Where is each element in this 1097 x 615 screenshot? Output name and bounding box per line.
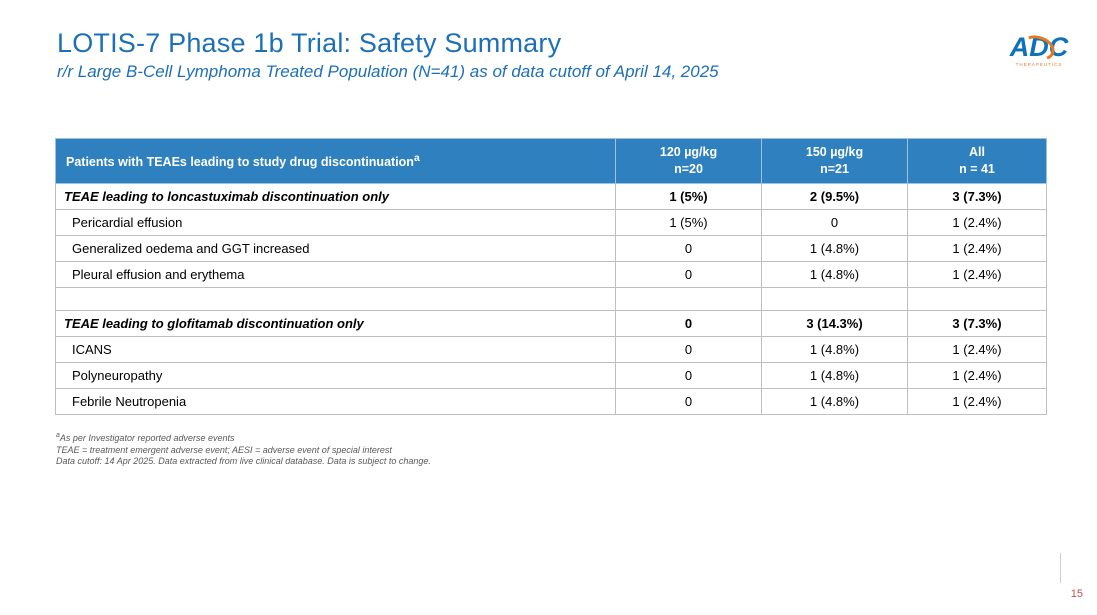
adc-logo-tagline: THERAPEUTICS [1015, 62, 1063, 67]
table-row: ICANS 0 1 (4.8%) 1 (2.4%) [55, 336, 1047, 363]
adc-logo-text: ADC [1003, 31, 1075, 65]
footer-divider [1060, 553, 1061, 583]
table-row: Febrile Neutropenia 0 1 (4.8%) 1 (2.4%) [55, 388, 1047, 415]
table-row: Generalized oedema and GGT increased 0 1… [55, 235, 1047, 262]
table-row: Pleural effusion and erythema 0 1 (4.8%)… [55, 261, 1047, 288]
table-row: Pericardial effusion 1 (5%) 0 1 (2.4%) [55, 209, 1047, 236]
slide-subtitle: r/r Large B-Cell Lymphoma Treated Popula… [57, 62, 719, 81]
table-row: Polyneuropathy 0 1 (4.8%) 1 (2.4%) [55, 362, 1047, 389]
footnotes: aAs per Investigator reported adverse ev… [56, 430, 431, 468]
slide-title: LOTIS-7 Phase 1b Trial: Safety Summary [57, 28, 562, 58]
table-row: TEAE leading to loncastuximab discontinu… [55, 183, 1047, 210]
adc-logo: ADC THERAPEUTICS [1003, 31, 1075, 67]
header-teae-label: Patients with TEAEs leading to study dru… [55, 138, 616, 184]
adc-logo-letters: ADC [1009, 32, 1069, 62]
header-all: All n = 41 [907, 138, 1047, 184]
footnote-line: aAs per Investigator reported adverse ev… [56, 432, 235, 443]
page-number: 15 [1070, 588, 1083, 600]
header-dose-150: 150 µg/kg n=21 [761, 138, 908, 184]
header-dose-120: 120 µg/kg n=20 [615, 138, 762, 184]
header-teae-text: Patients with TEAEs leading to study dru… [66, 155, 414, 170]
footnote-line: TEAE = treatment emergent adverse event;… [56, 444, 392, 455]
header-footnote-marker: a [413, 152, 420, 164]
footnote-line: Data cutoff: 14 Apr 2025. Data extracted… [56, 456, 431, 466]
footnote-marker: a [56, 432, 60, 439]
table-row: TEAE leading to glofitamab discontinuati… [55, 310, 1047, 337]
table-header-row: Patients with TEAEs leading to study dru… [55, 138, 1047, 184]
table-row-empty [55, 287, 1047, 311]
safety-summary-table: Patients with TEAEs leading to study dru… [55, 138, 1047, 415]
